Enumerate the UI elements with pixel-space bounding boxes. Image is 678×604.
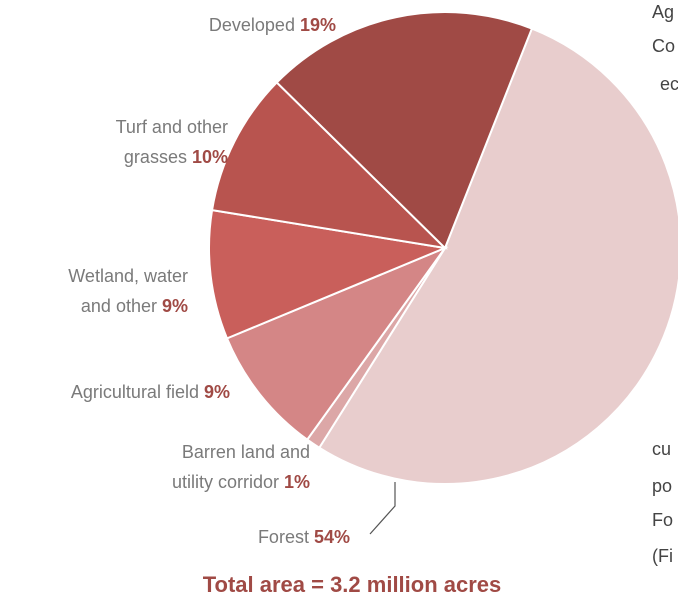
pie-slice [317, 27, 678, 485]
slice-label: Forest 54% [150, 522, 350, 552]
pie-slice [210, 81, 448, 250]
background-text: po [652, 476, 673, 496]
category-name: Barren land and utility corridor [171, 442, 310, 492]
background-text: cu [652, 439, 672, 459]
leader-line [369, 482, 396, 535]
category-name: Wetland, water and other [68, 266, 188, 316]
pie-slice [208, 208, 449, 340]
slice-label: Agricultural field 9% [0, 377, 230, 407]
category-name: Developed [208, 15, 295, 35]
background-text: ec [660, 74, 678, 94]
value-label: 9% [161, 296, 188, 316]
background-text: Co [652, 36, 676, 56]
category-name: Turf and other grasses [115, 117, 228, 167]
category-name: Agricultural field [70, 382, 199, 402]
slice-label: Developed 19% [96, 10, 336, 40]
value-label: 1% [283, 472, 310, 492]
background-text: Fo [652, 510, 674, 530]
chart-title: Total area = 3.2 million acres [202, 572, 502, 597]
value-label: 9% [203, 382, 230, 402]
pie-slice [225, 245, 448, 442]
background-text: Ag [652, 2, 675, 22]
value-label: 54% [313, 527, 350, 547]
background-text: (Fi [652, 546, 673, 566]
value-label: 19% [299, 15, 336, 35]
pie-slice [275, 11, 534, 250]
category-name: Forest [257, 527, 309, 547]
slice-label: Wetland, water and other 9% [48, 261, 188, 321]
slice-label: Turf and other grasses 10% [78, 112, 228, 172]
slice-label: Barren land and utility corridor 1% [145, 437, 310, 497]
value-label: 10% [191, 147, 228, 167]
